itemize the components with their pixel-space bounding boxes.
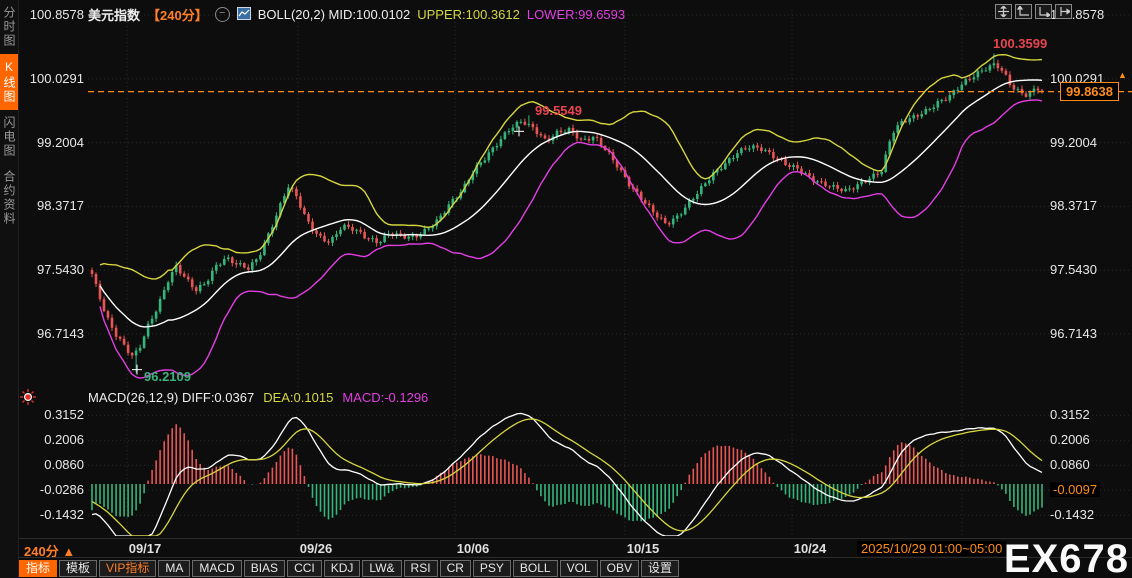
- toolbar-item-0[interactable]: 指标: [19, 560, 58, 577]
- annotation-low: 96.2109: [144, 368, 191, 384]
- macd-axis-label-left: 0.3152: [44, 407, 84, 423]
- x-axis-date: 10/15: [626, 541, 660, 556]
- chart-header: 美元指数 【240分】 − BOLL(20,2) MID:100.0102 UP…: [88, 5, 625, 24]
- axis-shift-right-icon[interactable]: [1055, 4, 1072, 19]
- macd-current-badge: -0.0097: [1050, 482, 1101, 498]
- toolbar-item-10[interactable]: CR: [439, 560, 471, 577]
- macd-axis-label-right: -0.1432: [1050, 507, 1095, 523]
- toolbar-item-11[interactable]: PSY: [472, 560, 511, 577]
- current-bar-time: 2025/10/29 01:00~05:00: [857, 541, 1007, 556]
- price-axis-label-left: 99.2004: [37, 134, 84, 150]
- macd-axis-label-right: 0.3152: [1050, 407, 1090, 423]
- period-label: 【240分】: [147, 8, 208, 23]
- period-selector[interactable]: 240分 ▲: [24, 544, 76, 559]
- annotation-high: 100.3599: [993, 36, 1048, 52]
- time-axis: 240分 ▲ 2025/10/29 01:00~05:00 09/17 09/26…: [18, 538, 1132, 559]
- x-axis-date: 10/24: [793, 541, 827, 556]
- current-price-badge: 99.8638: [1060, 81, 1119, 101]
- macd-value: MACD:-0.1296: [342, 390, 429, 405]
- toolbar-item-4[interactable]: MACD: [192, 560, 242, 577]
- macd-diff-value: DIFF:0.0367: [181, 390, 255, 405]
- boll-upper-value: UPPER:100.3612: [417, 7, 520, 22]
- watermark: EX678: [1003, 537, 1129, 578]
- price-axis-label-right: 98.3717: [1050, 198, 1097, 214]
- toolbar-item-14[interactable]: OBV: [599, 560, 639, 577]
- price-axis-label-right: 97.5430: [1050, 262, 1097, 278]
- toolbar-item-5[interactable]: BIAS: [243, 560, 286, 577]
- collapse-icon[interactable]: −: [214, 7, 230, 22]
- axis-zoom-horizontal-icon[interactable]: [1035, 4, 1052, 19]
- toolbar-item-9[interactable]: RSI: [403, 560, 438, 577]
- price-axis-label-left: 100.0291: [29, 70, 84, 86]
- boll-lower-value: LOWER:99.6593: [526, 7, 626, 22]
- macd-axis-label-left: 0.0860: [44, 457, 84, 473]
- x-axis-date: 10/06: [456, 541, 490, 556]
- instrument-name: 美元指数: [88, 8, 141, 23]
- x-axis-date: 09/17: [128, 541, 162, 556]
- macd-axis-label-left: 0.2006: [44, 432, 84, 448]
- price-axis-label-left: 97.5430: [37, 262, 84, 278]
- chart-type-sidebar: 分时图 K线图闪电图合约资料: [0, 0, 19, 578]
- macd-axis-label-right: 0.0860: [1050, 457, 1090, 473]
- price-axis-label-right: 99.2004: [1050, 134, 1097, 150]
- price-axis-label-left: 100.8578: [29, 7, 84, 23]
- sidebar-item-1[interactable]: K线图: [0, 54, 18, 110]
- macd-axis-label-right: 0.2006: [1050, 432, 1090, 448]
- price-axis-label-right: 96.7143: [1050, 325, 1097, 341]
- toolbar-item-15[interactable]: 设置: [640, 560, 679, 577]
- price-axis-label-left: 98.3717: [37, 198, 84, 214]
- toolbar-item-1[interactable]: 模板: [59, 560, 98, 577]
- axis-zoom-vertical-icon[interactable]: [1015, 4, 1032, 19]
- annotation-swing-high: 99.5549: [535, 103, 582, 119]
- toolbar-item-8[interactable]: LW&: [362, 560, 402, 577]
- move-crosshair-icon[interactable]: [995, 4, 1012, 19]
- price-axis-label-left: 96.7143: [37, 325, 84, 341]
- toolbar-item-6[interactable]: CCI: [287, 560, 322, 577]
- toolbar-item-7[interactable]: KDJ: [323, 560, 361, 577]
- boll-label: BOLL(20,2) MID:100.0102: [257, 7, 411, 22]
- toolbar-item-3[interactable]: MA: [158, 560, 191, 577]
- macd-dea-value: DEA:0.1015: [263, 390, 334, 405]
- window-icon-bar: [995, 4, 1072, 19]
- macd-header: MACD(26,12,9) DIFF:0.0367 DEA:0.1015 MAC…: [88, 390, 428, 405]
- macd-axis-label-left: -0.0286: [39, 482, 84, 498]
- toolbar-item-12[interactable]: BOLL: [512, 560, 558, 577]
- sidebar-item-2[interactable]: 闪电图: [2, 116, 16, 158]
- mini-chart-icon: [236, 6, 251, 23]
- sidebar-item-3[interactable]: 合约资料: [2, 170, 16, 226]
- toolbar-item-13[interactable]: VOL: [559, 560, 598, 577]
- alert-sun-icon[interactable]: [20, 389, 36, 410]
- x-axis-date: 09/26: [299, 541, 333, 556]
- toolbar-item-2[interactable]: VIP指标: [99, 560, 157, 577]
- price-up-arrow-icon: ▲: [1118, 69, 1127, 80]
- period-up-arrow-icon: ▲: [62, 544, 76, 559]
- macd-axis-label-left: -0.1432: [39, 507, 84, 523]
- macd-title: MACD(26,12,9): [88, 390, 179, 405]
- sidebar-item-0[interactable]: 分时图: [2, 6, 16, 48]
- indicator-toolbar: 指标 模板 VIP指标 MA MACD BIAS CCI KDJ LW& RSI CR PSY BOLL…: [18, 557, 1132, 578]
